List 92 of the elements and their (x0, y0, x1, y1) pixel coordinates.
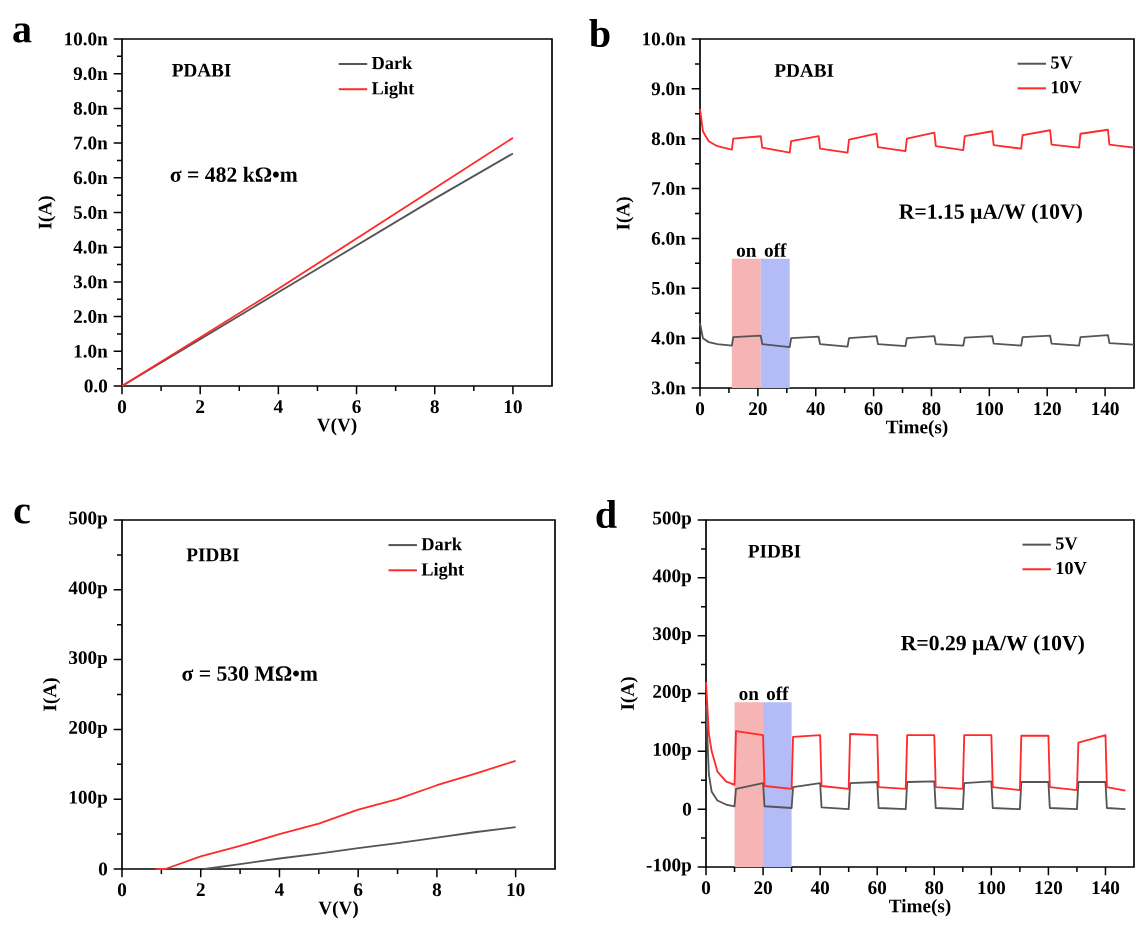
x-tick-label: 0 (117, 883, 127, 897)
x-tick-label: 0 (117, 400, 127, 414)
annotation: PDABI (172, 63, 231, 77)
x-axis-title: Time(s) (886, 419, 948, 438)
y-tick-label: 400p (652, 569, 692, 587)
x-tick-label: 140 (1092, 881, 1120, 895)
y-tick-label: 2.0n (73, 310, 108, 324)
legend-label: 10V (1051, 80, 1082, 94)
x-tick-label: 120 (1034, 402, 1061, 416)
legend-label: Light (421, 562, 464, 580)
y-tick-label: -100p (646, 858, 692, 876)
y-tick-label: 0 (98, 862, 108, 876)
legend-label: Dark (421, 537, 462, 551)
legend-label: 10V (1056, 561, 1087, 575)
y-axis-title: I(A) (620, 677, 638, 710)
y-tick-label: 8.0n (651, 132, 686, 146)
y-tick-label: 300p (653, 627, 692, 645)
annotation: PIDBI (748, 544, 801, 558)
annotation: R=1.15 μA/W (10V) (899, 203, 1082, 224)
y-tick-label: 1.0n (74, 344, 108, 358)
y-tick-label: 10.0n (65, 32, 108, 46)
annotation: R=0.29 μA/W (10V) (901, 635, 1084, 655)
x-axis-title: V(V) (318, 900, 358, 919)
y-axis-title: I(A) (42, 678, 61, 711)
y-tick-label: 200p (653, 685, 692, 702)
x-tick-label: 60 (864, 402, 883, 416)
annotation: σ = 530 MΩ•m (182, 666, 318, 681)
x-tick-label: 20 (749, 402, 767, 416)
y-tick-label: 9.0n (651, 82, 686, 96)
band-label: off (764, 243, 787, 257)
annotation: PDABI (774, 64, 834, 77)
legend-label: 5V (1051, 56, 1073, 69)
y-tick-label: 0.0 (84, 379, 108, 393)
x-tick-label: 80 (925, 881, 944, 895)
y-tick-label: 400p (68, 581, 107, 599)
y-tick-label: 4.0n (651, 331, 686, 345)
y-tick-label: 100p (69, 790, 107, 808)
y-tick-label: 5.0n (651, 281, 686, 295)
y-tick-label: 10.0n (643, 32, 686, 46)
legend-label: Dark (371, 56, 413, 70)
x-tick-label: 120 (1035, 881, 1063, 895)
y-tick-label: 3.0n (73, 275, 108, 289)
x-tick-label: 10 (507, 883, 525, 897)
y-tick-label: 3.0n (651, 381, 686, 395)
y-tick-label: 100p (653, 742, 692, 760)
x-tick-label: 100 (976, 402, 1003, 416)
annotation: σ = 482 kΩ•m (170, 166, 298, 182)
x-tick-label: 140 (1092, 402, 1119, 416)
y-tick-label: 8.0n (73, 101, 108, 115)
x-tick-label: 8 (432, 883, 442, 897)
x-tick-label: 6 (354, 883, 363, 897)
y-tick-label: 6.0n (651, 231, 686, 245)
y-tick-label: 500p (69, 511, 107, 529)
chart-title: a (13, 23, 32, 43)
y-tick-label: 7.0n (74, 136, 108, 150)
x-tick-label: 40 (806, 402, 825, 416)
x-tick-label: 10 (504, 400, 522, 414)
y-axis-title: I(A) (38, 196, 56, 229)
y-tick-label: 5.0n (73, 206, 108, 219)
legend-label: Light (371, 81, 415, 99)
x-tick-label: 4 (273, 400, 283, 413)
x-tick-label: 80 (922, 402, 941, 416)
x-tick-label: 8 (430, 400, 439, 414)
x-tick-label: 60 (868, 881, 887, 895)
chart-title: c (14, 504, 30, 524)
x-tick-label: 4 (274, 883, 284, 896)
y-tick-label: 200p (69, 721, 107, 738)
x-tick-label: 100 (978, 881, 1005, 895)
y-tick-label: 300p (69, 651, 107, 669)
y-tick-label: 500p (653, 511, 692, 529)
y-tick-label: 6.0n (73, 171, 108, 185)
x-axis-title: Time(s) (889, 898, 951, 917)
x-axis-title: V(V) (316, 417, 357, 436)
band-label: off (766, 686, 789, 701)
annotation: PIDBI (186, 548, 239, 562)
y-tick-label: 0 (682, 802, 692, 816)
x-tick-label: 40 (810, 881, 829, 895)
x-tick-label: 0 (695, 402, 705, 416)
x-tick-label: 2 (196, 400, 205, 413)
band-label: on (739, 690, 759, 701)
x-tick-label: 2 (196, 883, 205, 896)
y-tick-label: 7.0n (652, 182, 686, 196)
legend-label: 5V (1055, 537, 1078, 550)
x-tick-label: 6 (352, 400, 361, 414)
y-tick-label: 9.0n (73, 67, 108, 81)
band-label: on (736, 247, 757, 257)
y-axis-title: I(A) (616, 197, 634, 230)
chart-title: b (589, 18, 610, 48)
x-tick-label: 0 (701, 881, 711, 895)
x-tick-label: 20 (754, 881, 772, 895)
chart-title: d (596, 499, 617, 529)
y-tick-label: 4.0n (73, 240, 108, 254)
